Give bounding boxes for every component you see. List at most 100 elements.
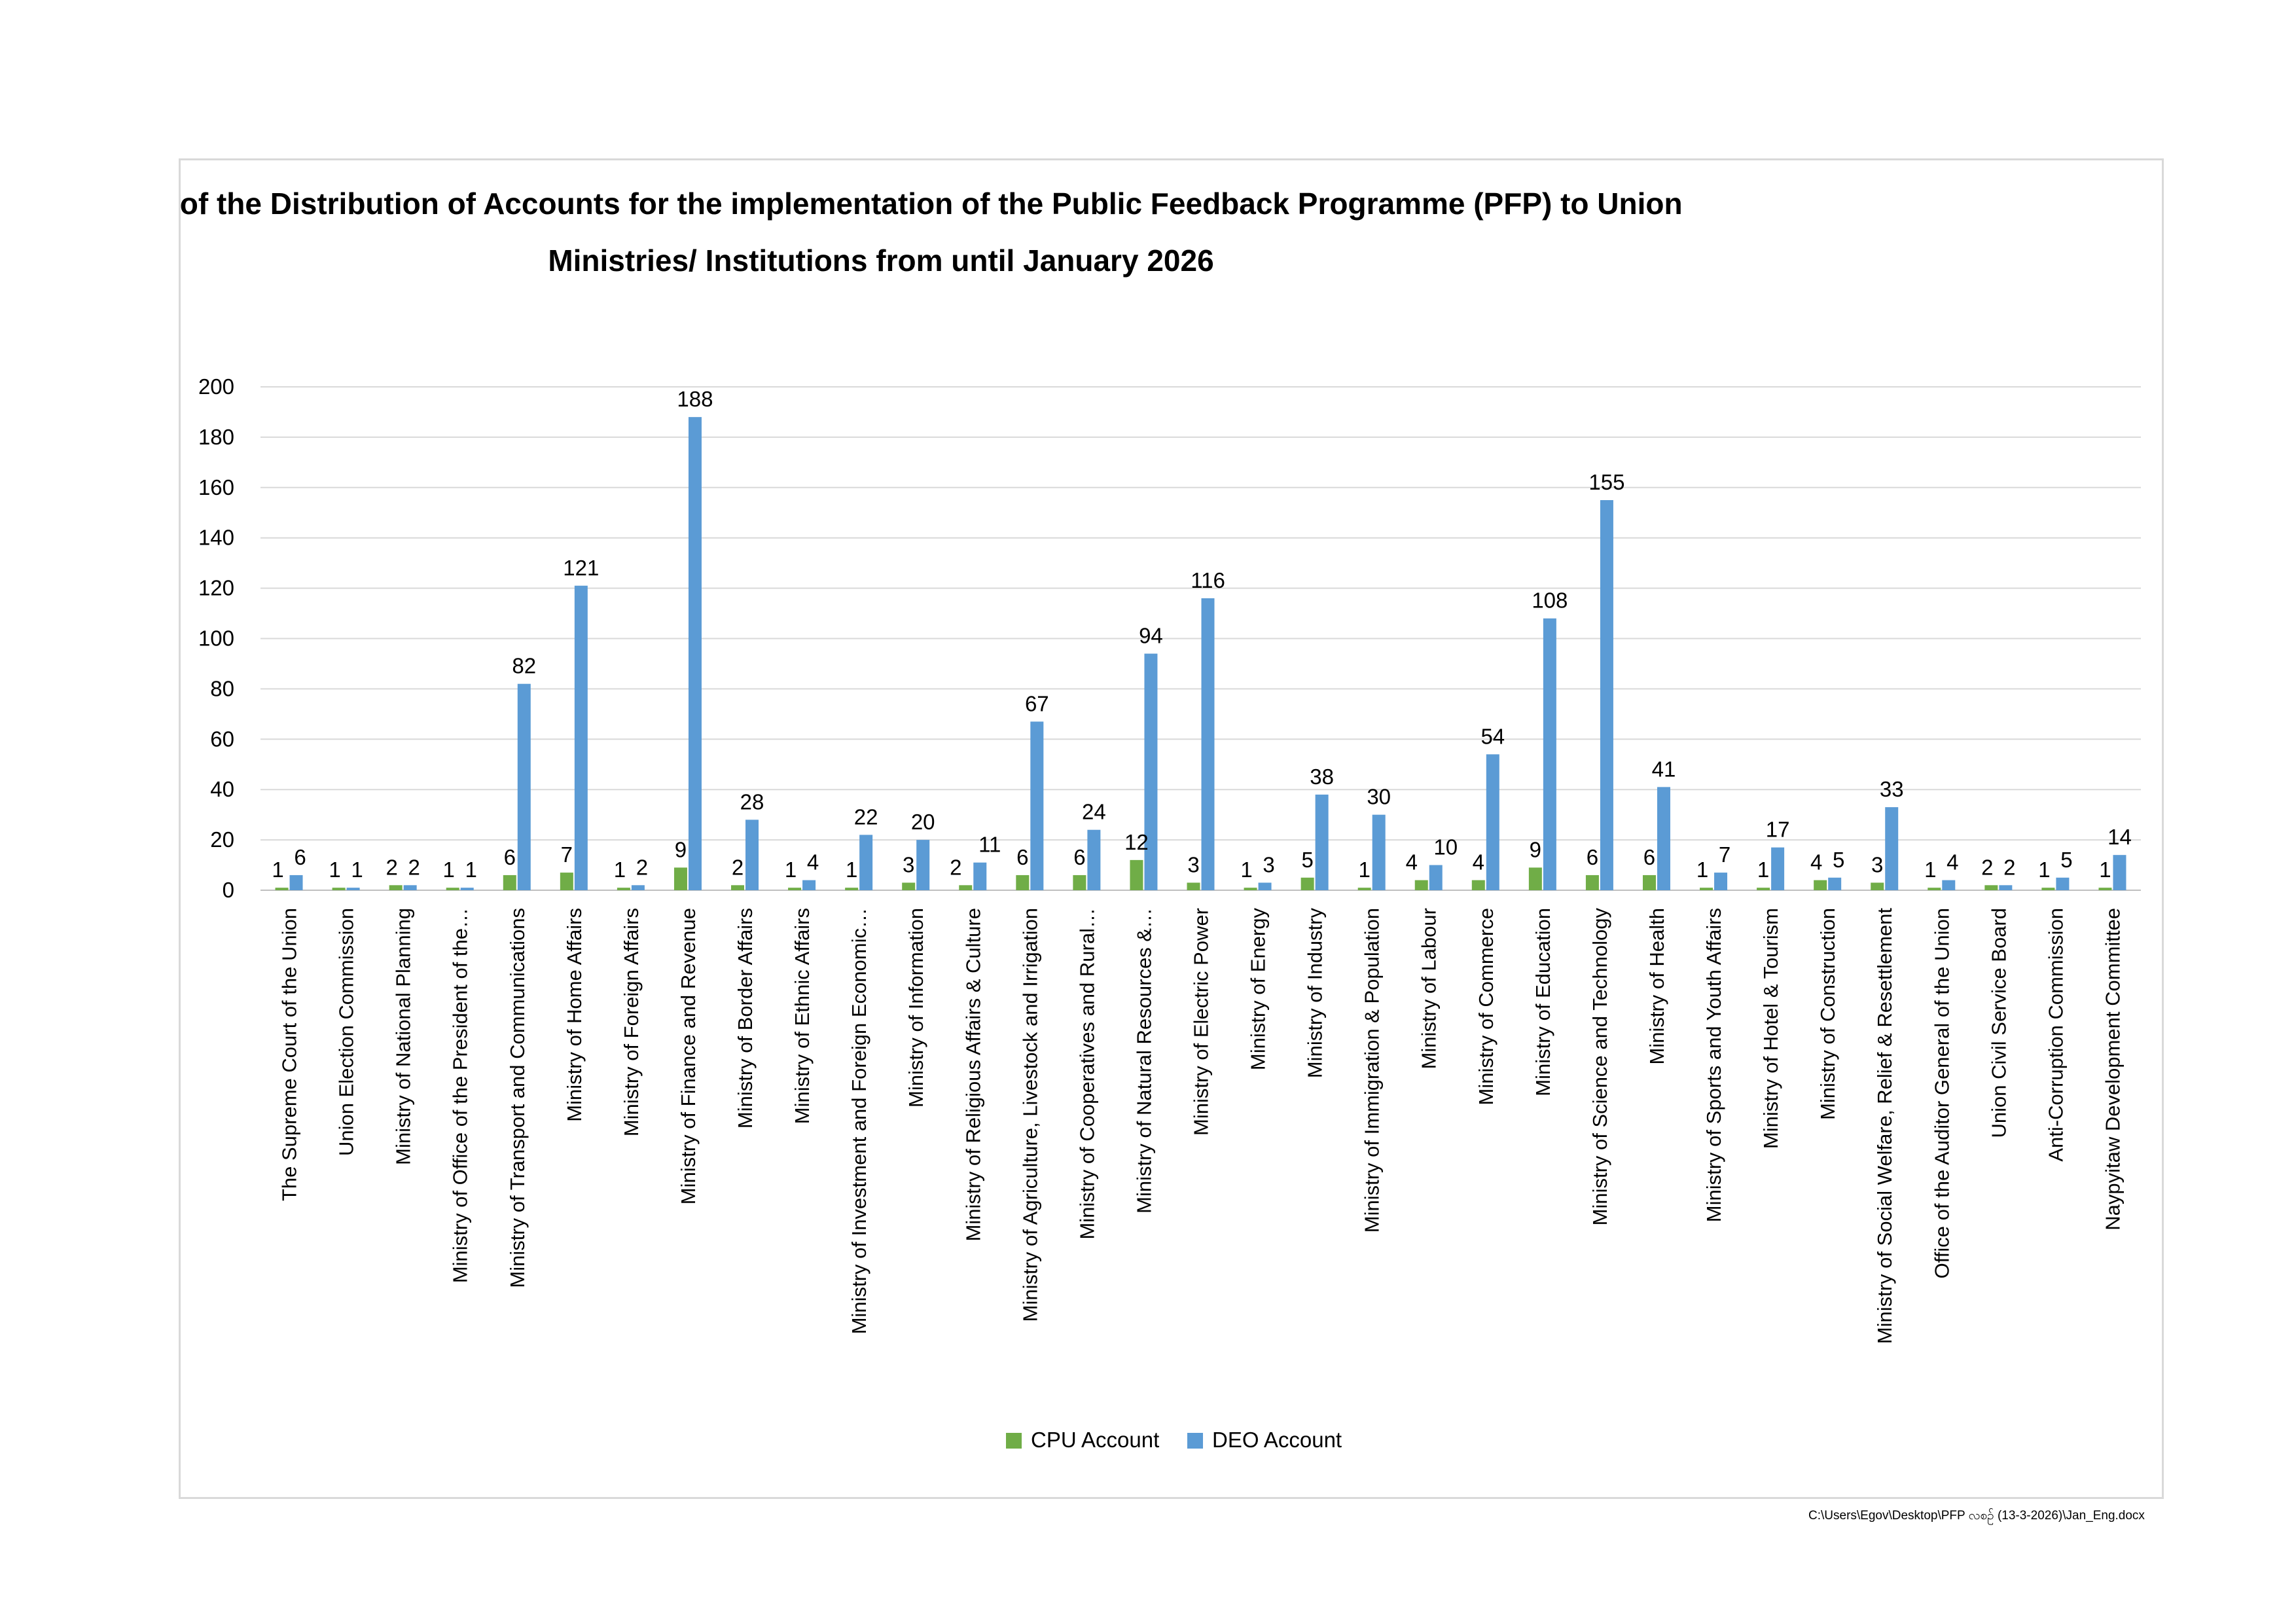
x-category-label: Ministry of Religious Affairs & Culture [961,908,984,1241]
bar-cpu-account [959,885,973,890]
bar-cpu-account [1187,882,1200,890]
data-label-deo: 6 [294,845,306,869]
data-label-deo: 11 [978,833,1001,857]
bar-deo-account [1543,618,1556,890]
data-label-deo: 24 [1082,800,1106,824]
document-path: C:\Users\Egov\Desktop\PFP လစဉ် (13-3-202… [1808,1509,2145,1523]
bar-cpu-account [1814,880,1827,890]
bar-cpu-account [1700,888,1713,890]
x-category-label: Ministry of Border Affairs [734,908,757,1128]
data-label-deo: 3 [1263,852,1274,876]
bar-cpu-account [1871,882,1884,890]
data-label-cpu: 1 [272,857,283,882]
data-label-deo: 108 [1532,588,1568,613]
y-tick-label: 0 [223,878,234,902]
y-tick-label: 60 [210,727,234,751]
x-category-label: Ministry of Education [1532,908,1554,1096]
data-label-deo: 1 [465,857,477,882]
data-label-cpu: 6 [1643,845,1655,869]
data-label-deo: 30 [1367,785,1391,809]
bar-cpu-account [1757,888,1770,890]
data-label-cpu: 3 [1871,852,1883,876]
legend-swatch-cpu [1006,1433,1022,1449]
bar-deo-account [859,835,873,890]
x-category-label: Ministry of Foreign Affairs [620,908,643,1136]
data-label-cpu: 1 [1359,857,1371,882]
bar-deo-account [631,885,645,890]
data-label-deo: 2 [408,855,420,879]
bar-deo-account [289,875,303,890]
data-label-deo: 4 [1946,850,1958,875]
y-tick-label: 160 [198,475,234,499]
chart-title-line-1: Status of the Distribution of Accounts f… [181,187,1683,221]
y-tick-label: 100 [198,626,234,651]
data-label-deo: 41 [1652,757,1676,781]
x-category-label: Ministry of Commerce [1475,908,1498,1105]
data-label-cpu: 1 [329,857,340,882]
x-category-label: Ministry of Cooperatives and Rural… [1075,908,1098,1240]
x-category-label: Ministry of Natural Resources &… [1132,908,1155,1214]
bar-deo-account [1030,721,1044,890]
bar-cpu-account [332,888,346,890]
bar-deo-account [2113,855,2126,890]
bar-deo-account [1087,829,1101,890]
bar-cpu-account [845,888,859,890]
bar-deo-account [1714,873,1728,890]
data-label-deo: 5 [2060,848,2072,872]
data-label-cpu: 1 [1757,857,1769,882]
x-category-label: Ministry of Office of the President of t… [449,908,472,1283]
y-tick-label: 180 [198,425,234,449]
x-category-label: Ministry of Social Welfare, Relief & Res… [1873,908,1896,1344]
bar-deo-account [517,683,531,890]
data-label-deo: 10 [1433,835,1458,859]
data-label-deo: 33 [1880,777,1904,801]
data-label-deo: 121 [563,556,599,580]
bar-deo-account [1942,880,1956,890]
chart-frame: Status of the Distribution of Accounts f… [179,158,2164,1499]
bar-deo-account [1486,754,1499,890]
data-label-deo: 54 [1480,724,1505,748]
bar-deo-account [688,417,702,890]
legend-label-cpu: CPU Account [1031,1428,1159,1452]
data-label-deo: 5 [1833,848,1844,872]
bar-cpu-account [1357,888,1371,890]
bar-deo-account [403,885,417,890]
x-category-label: Ministry of Ethnic Affairs [791,908,814,1124]
x-category-label: Ministry of Hotel & Tourism [1759,908,1782,1149]
data-label-deo: 94 [1139,624,1163,648]
bar-cpu-account [1300,877,1314,890]
data-label-cpu: 2 [950,855,961,879]
bar-cpu-account [1642,875,1656,890]
x-category-label: Ministry of Immigration & Population [1361,908,1384,1233]
data-label-cpu: 1 [2038,857,2050,882]
legend: CPU Account DEO Account [1006,1428,1342,1452]
data-label-cpu: 6 [1587,845,1598,869]
bar-cpu-account [902,882,916,890]
bar-cpu-account [446,888,459,890]
bar-deo-account [1144,653,1158,890]
x-category-label: The Supreme Court of the Union [278,908,301,1201]
x-category-label: Ministry of Information [905,908,927,1108]
bar-cpu-account [1471,880,1485,890]
data-label-deo: 155 [1588,470,1624,494]
bar-deo-account [916,840,930,890]
x-category-label: Ministry of Home Affairs [563,908,586,1122]
bar-cpu-account [673,867,687,890]
data-label-cpu: 1 [785,857,797,882]
x-category-label: Ministry of Sports and Youth Affairs [1702,908,1725,1222]
data-label-deo: 67 [1025,691,1049,715]
y-tick-label: 80 [210,676,234,700]
x-category-label: Ministry of Electric Power [1190,908,1213,1136]
data-label-deo: 2 [636,855,648,879]
bar-cpu-account [731,885,745,890]
bar-cpu-account [560,873,573,890]
bar-cpu-account [1244,888,1257,890]
data-label-cpu: 4 [1406,850,1418,875]
bar-deo-account [346,888,360,890]
x-category-label: Ministry of Investment and Foreign Econo… [848,908,870,1334]
bar-cpu-account [788,888,802,890]
bar-deo-account [745,820,759,890]
data-label-cpu: 1 [2099,857,2111,882]
bar-cpu-account [1016,875,1030,890]
data-label-deo: 38 [1310,765,1334,789]
